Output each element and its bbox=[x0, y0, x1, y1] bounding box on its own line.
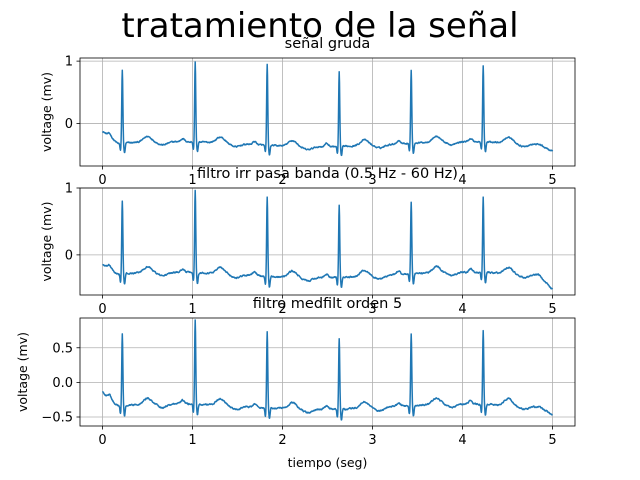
subplot-title: filtro irr pasa banda (0.5 Hz - 60 Hz) bbox=[197, 166, 458, 182]
y-tick-label: 1 bbox=[65, 182, 73, 197]
subplots: 0 1 2 3 4 5 1 0 señal gruda voltage (mv) 0 1 2 3 4 5 1 0 f… bbox=[15, 36, 576, 470]
x-tick-label: 1 bbox=[188, 173, 196, 188]
x-tick-label: 4 bbox=[458, 302, 466, 317]
subplot-title: filtro medfilt orden 5 bbox=[253, 296, 402, 312]
y-tick-label: 0.0 bbox=[52, 376, 73, 391]
y-tick-label: 0 bbox=[65, 117, 73, 132]
x-axis-label: tiempo (seg) bbox=[288, 455, 368, 470]
subplot-3: 0 1 2 3 4 5 0.5 0.0 −0.5 filtro medfilt orden 5 vo… bbox=[15, 296, 576, 470]
x-tick-label: 0 bbox=[98, 173, 106, 188]
x-tick-label: 4 bbox=[458, 173, 466, 188]
axes-frame bbox=[79, 57, 576, 167]
x-tick-label: 2 bbox=[278, 302, 286, 317]
x-tick-label: 5 bbox=[548, 433, 556, 448]
x-tick-label: 3 bbox=[368, 173, 376, 188]
subplot-title: señal gruda bbox=[285, 36, 371, 52]
y-tick-label: 1 bbox=[65, 55, 73, 70]
x-tick-label: 2 bbox=[278, 173, 286, 188]
x-tick-label: 5 bbox=[548, 302, 556, 317]
x-tick-label: 5 bbox=[548, 173, 556, 188]
x-tick-label: 0 bbox=[98, 302, 106, 317]
x-tick-label: 0 bbox=[98, 433, 106, 448]
y-axis-label: voltage (mv) bbox=[39, 201, 54, 281]
y-tick-label: −0.5 bbox=[41, 411, 73, 426]
x-tick-label: 3 bbox=[368, 302, 376, 317]
x-tick-label: 1 bbox=[188, 302, 196, 317]
ecg-series-line bbox=[102, 319, 553, 421]
axes-frame bbox=[79, 317, 576, 427]
y-tick-label: 0 bbox=[65, 248, 73, 263]
axes-frame bbox=[79, 187, 576, 296]
y-axis-label: voltage (mv) bbox=[39, 72, 54, 152]
y-axis-label: voltage (mv) bbox=[15, 332, 30, 412]
x-tick-label: 4 bbox=[458, 433, 466, 448]
figure-title: tratamiento de la señal bbox=[121, 6, 518, 46]
ecg-series-line bbox=[102, 189, 554, 290]
x-tick-label: 3 bbox=[368, 433, 376, 448]
subplot-1: 0 1 2 3 4 5 1 0 señal gruda voltage (mv) bbox=[39, 36, 576, 188]
x-tick-label: 2 bbox=[278, 433, 286, 448]
y-tick-label: 0.5 bbox=[52, 341, 73, 356]
ecg-series-line bbox=[101, 61, 554, 157]
x-tick-label: 1 bbox=[188, 433, 196, 448]
subplot-2: 0 1 2 3 4 5 1 0 filtro irr pasa banda (0.5 Hz - … bbox=[39, 166, 576, 317]
